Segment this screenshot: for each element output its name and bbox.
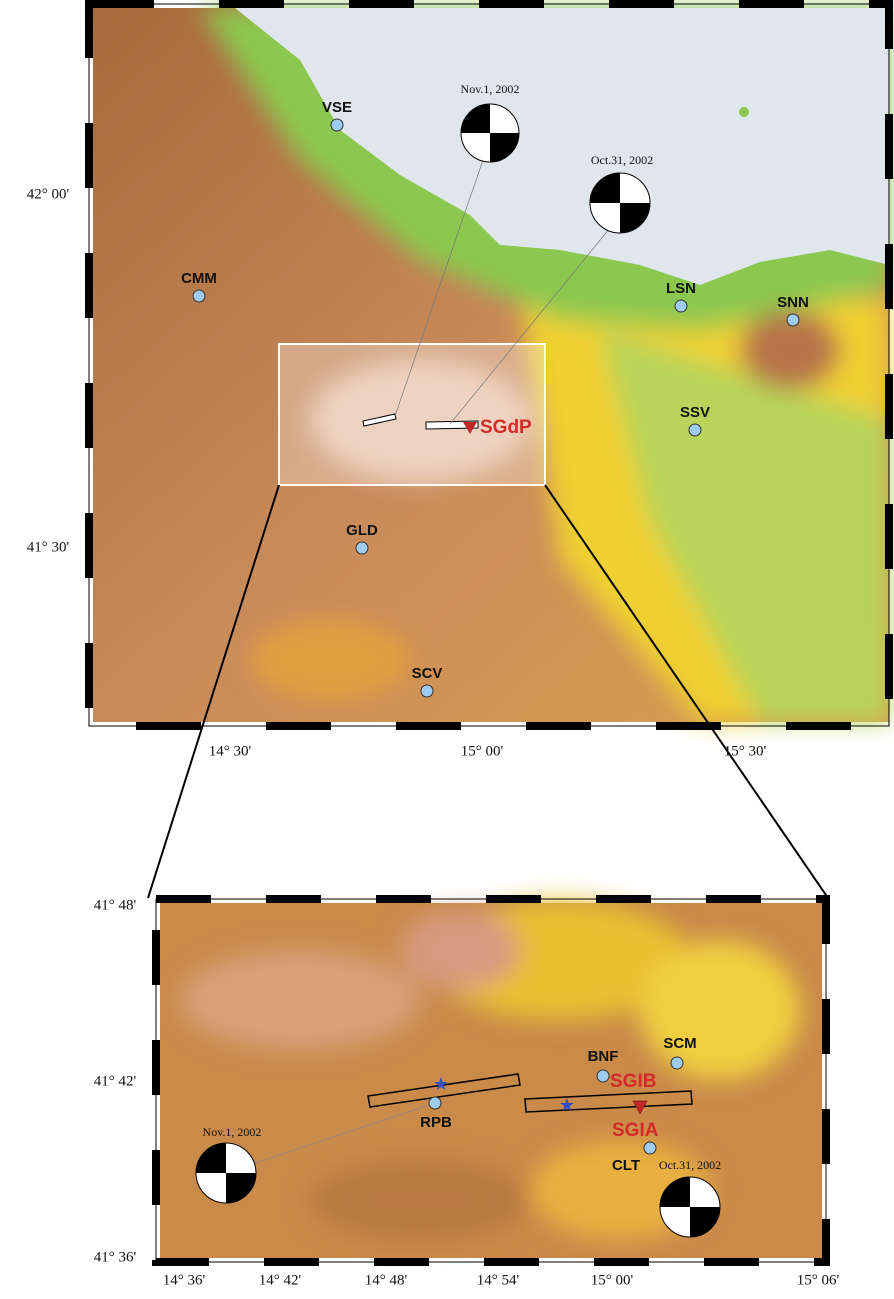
station bbox=[644, 1142, 656, 1154]
station-label: SCV bbox=[412, 665, 443, 682]
site-label: SGIB bbox=[610, 1071, 656, 1092]
station-label: SCM bbox=[663, 1035, 696, 1052]
station-label: RPB bbox=[420, 1114, 452, 1131]
station bbox=[429, 1097, 441, 1109]
lon-label: 14° 42' bbox=[259, 1272, 302, 1288]
station-label: CMM bbox=[181, 270, 217, 287]
station bbox=[331, 119, 343, 131]
station-label: GLD bbox=[346, 522, 378, 539]
lat-label: 41° 48' bbox=[94, 897, 137, 913]
station bbox=[675, 300, 687, 312]
epicenter: ★ bbox=[559, 1095, 575, 1115]
station bbox=[421, 685, 433, 697]
event-label: Nov.1, 2002 bbox=[203, 1125, 262, 1139]
lat-label: 41° 36' bbox=[94, 1249, 137, 1265]
map-figure: ★ ★ VSE CMM LSN SNN SSV GLD SCV SGdP Nov… bbox=[0, 0, 894, 1299]
focal-mechanism bbox=[590, 173, 650, 233]
epicenter: ★ bbox=[433, 1074, 449, 1094]
station bbox=[787, 314, 799, 326]
lat-label: 41° 42' bbox=[94, 1073, 137, 1089]
station-label: SNN bbox=[777, 294, 809, 311]
lat-label: 42° 00' bbox=[27, 186, 70, 202]
station bbox=[356, 542, 368, 554]
lon-label: 15° 00' bbox=[461, 743, 504, 759]
station bbox=[689, 424, 701, 436]
event-label: Oct.31, 2002 bbox=[591, 153, 653, 167]
focal-mechanism bbox=[196, 1143, 256, 1203]
station-label: VSE bbox=[322, 99, 352, 116]
station-label: CLT bbox=[612, 1157, 640, 1174]
station-label: SSV bbox=[680, 404, 710, 421]
lon-label: 14° 30' bbox=[209, 743, 252, 759]
lon-label: 14° 54' bbox=[477, 1272, 520, 1288]
focal-mechanism bbox=[461, 104, 519, 162]
site-label: SGIA bbox=[612, 1120, 659, 1141]
event-label: Oct.31, 2002 bbox=[659, 1158, 721, 1172]
lon-label: 14° 36' bbox=[163, 1272, 206, 1288]
station bbox=[671, 1057, 683, 1069]
lon-label: 15° 06' bbox=[797, 1272, 840, 1288]
station bbox=[597, 1070, 609, 1082]
lon-label: 15° 30' bbox=[724, 743, 767, 759]
lon-label: 15° 00' bbox=[591, 1272, 634, 1288]
event-label: Nov.1, 2002 bbox=[461, 82, 520, 96]
station-label: LSN bbox=[666, 280, 696, 297]
lat-label: 41° 30' bbox=[27, 539, 70, 555]
lon-label: 14° 48' bbox=[365, 1272, 408, 1288]
station bbox=[193, 290, 205, 302]
inset-map: ★ ★ bbox=[156, 899, 826, 1262]
site-label: SGdP bbox=[480, 417, 532, 438]
focal-mechanism bbox=[660, 1177, 720, 1237]
station-label: BNF bbox=[588, 1048, 619, 1065]
